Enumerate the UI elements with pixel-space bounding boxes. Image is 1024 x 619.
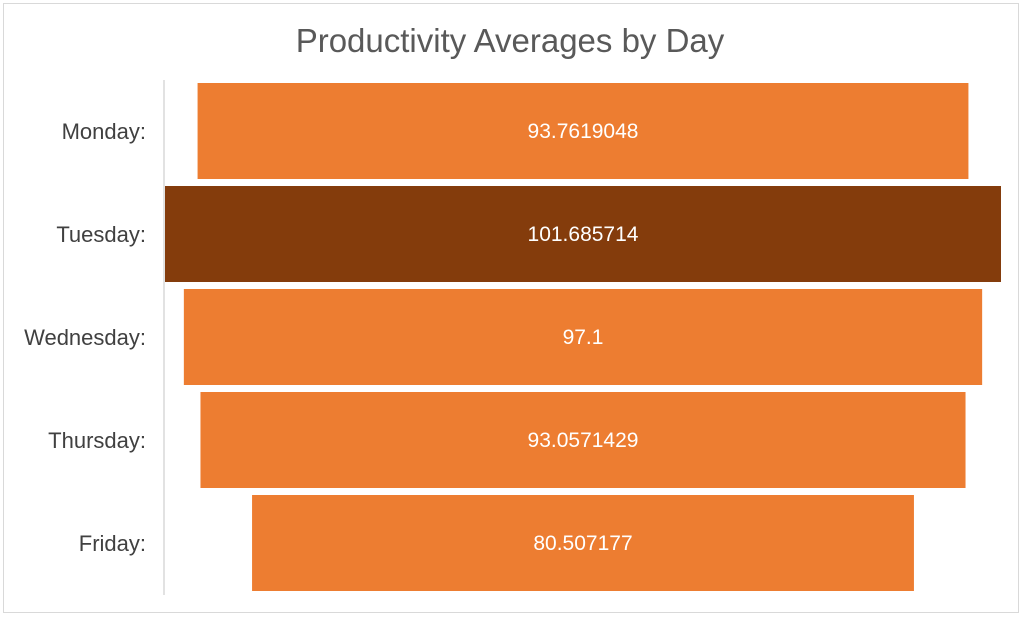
- bar-monday: [197, 83, 969, 179]
- category-label: Thursday:: [48, 428, 146, 453]
- category-label: Tuesday:: [56, 222, 146, 247]
- data-label: 80.507177: [533, 532, 632, 555]
- data-label: 93.0571429: [528, 429, 639, 452]
- category-label: Monday:: [62, 119, 146, 144]
- bar-tuesday: [165, 186, 1001, 282]
- category-label: Wednesday:: [24, 325, 146, 350]
- bar-wednesday: [183, 289, 983, 385]
- data-label: 93.7619048: [528, 120, 639, 143]
- category-label: Friday:: [79, 531, 146, 556]
- bar-thursday: [200, 392, 966, 488]
- data-label: 101.685714: [528, 223, 639, 246]
- bar-friday: [252, 495, 914, 591]
- data-label: 97.1: [563, 326, 604, 349]
- chart-title: Productivity Averages by Day: [295, 22, 725, 59]
